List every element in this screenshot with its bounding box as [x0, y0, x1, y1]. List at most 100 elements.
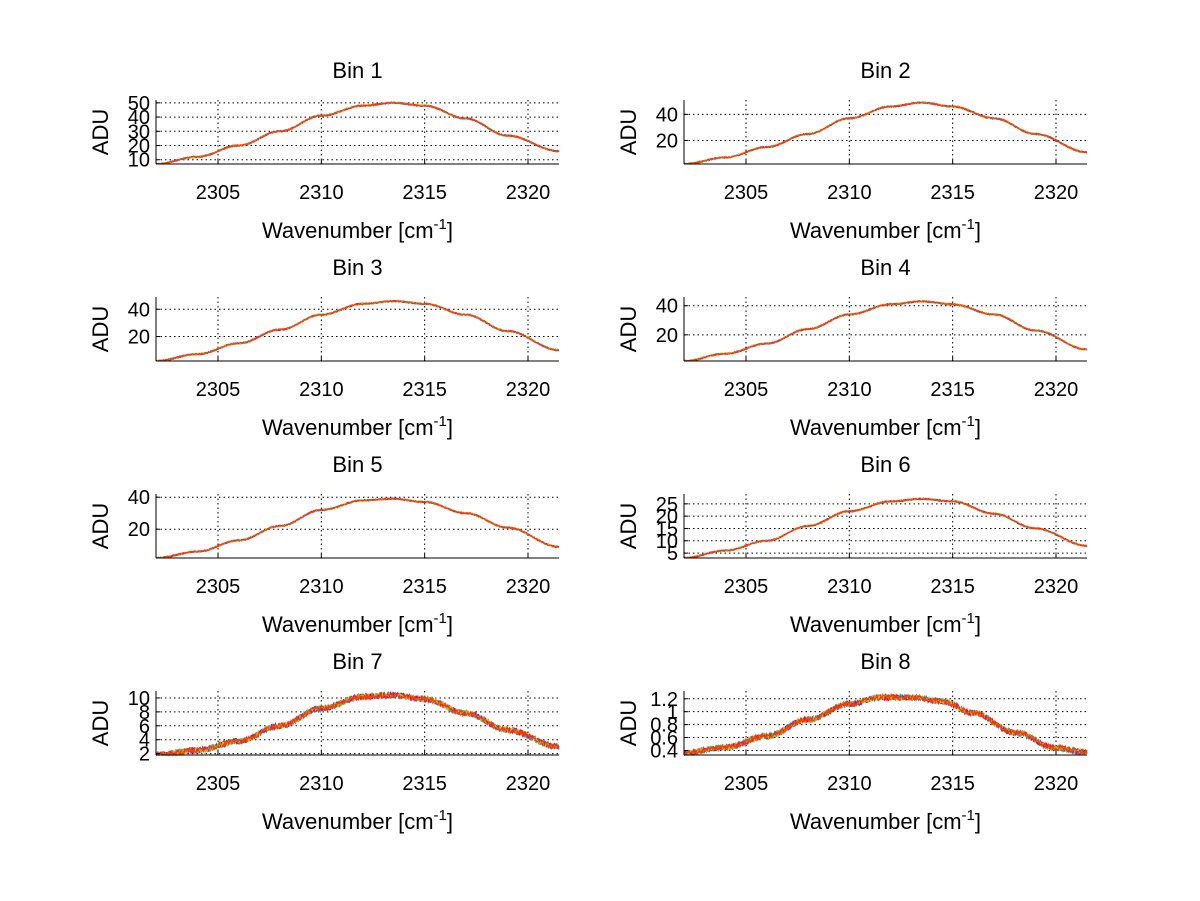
spectrum-line-6: [155, 691, 560, 757]
subplot-title: Bin 2: [860, 58, 910, 83]
subplot-bin-8: Bin 8 2305 2310 2315 2320 0.40.60.811.2 ADU Wav…: [616, 649, 1088, 834]
subplot-bin-5: Bin 5 2305 2310 2315 2320 20 40 ADU Wavenumber […: [88, 452, 560, 637]
y-tick-label: 2: [139, 744, 150, 766]
spectrum-line-6: [683, 101, 1087, 165]
y-axis-label: ADU: [88, 700, 113, 746]
x-tick-label: 2310: [299, 773, 344, 795]
subplot-bin-4: Bin 4 2305 2310 2315 2320 20 40 ADU Wavenumber […: [616, 255, 1088, 440]
y-tick-label: 15: [656, 518, 678, 540]
y-tick-label: 20: [128, 519, 150, 541]
x-tick-label: 2320: [1034, 576, 1079, 598]
y-tick-label: 25: [656, 494, 678, 516]
x-tick-label: 2310: [827, 576, 872, 598]
y-tick-label: 40: [656, 104, 678, 126]
spectrum-line-6: [684, 300, 1088, 362]
subplot-title: Bin 5: [332, 452, 382, 477]
y-tick-label: 20: [128, 136, 150, 158]
subplot-bin-3: Bin 3 2305 2310 2315 2320 20 40 ADU Wavenumber […: [88, 255, 560, 440]
y-tick-label: 0.8: [650, 715, 678, 737]
x-tick-label: 2310: [827, 182, 872, 204]
x-tick-label: 2315: [402, 182, 447, 204]
subplot-title: Bin 6: [860, 452, 910, 477]
y-tick-label: 40: [656, 296, 678, 318]
spectrum-line-5: [683, 101, 1088, 165]
x-tick-label: 2320: [506, 773, 551, 795]
subplot-title: Bin 3: [332, 255, 382, 280]
x-axis-label-sup: -1: [962, 413, 975, 430]
y-tick-label: 30: [128, 121, 150, 143]
x-axis-label-close: ]: [447, 612, 453, 637]
spectrum-line-6: [156, 299, 560, 362]
x-axis-label-main: Wavenumber [cm: [262, 218, 434, 243]
x-tick-label: 2310: [299, 182, 344, 204]
y-tick-label: 20: [656, 130, 678, 152]
subplot-title: Bin 8: [860, 649, 910, 674]
x-axis-label-main: Wavenumber [cm: [262, 612, 434, 637]
y-tick-label: 5: [667, 543, 678, 565]
x-axis-label-sup: -1: [434, 216, 447, 233]
x-axis-label-close: ]: [975, 218, 981, 243]
x-axis-label-close: ]: [447, 809, 453, 834]
x-tick-label: 2305: [196, 576, 241, 598]
x-axis-label-sup: -1: [962, 610, 975, 627]
y-tick-label: 40: [128, 487, 150, 509]
spectrum-line-6: [155, 497, 560, 559]
y-tick-label: 20: [656, 325, 678, 347]
x-tick-label: 2310: [827, 773, 872, 795]
y-tick-label: 20: [128, 326, 150, 348]
y-tick-label: 40: [128, 107, 150, 129]
x-axis-label: Wavenumber [cm-1]: [790, 807, 981, 834]
y-tick-label: 10: [128, 150, 150, 172]
y-tick-label: 8: [139, 702, 150, 724]
x-axis-label-main: Wavenumber [cm: [262, 809, 434, 834]
x-axis-label: Wavenumber [cm-1]: [262, 216, 453, 243]
x-tick-label: 2305: [724, 182, 769, 204]
x-tick-label: 2310: [299, 576, 344, 598]
x-axis-label-sup: -1: [434, 413, 447, 430]
y-axis-label: ADU: [616, 306, 641, 352]
x-axis-label: Wavenumber [cm-1]: [790, 610, 981, 637]
x-axis-label: Wavenumber [cm-1]: [262, 413, 453, 440]
x-tick-label: 2305: [196, 182, 241, 204]
x-axis-label-close: ]: [447, 415, 453, 440]
subplot-title: Bin 7: [332, 649, 382, 674]
y-axis-label: ADU: [88, 109, 113, 155]
x-tick-label: 2320: [506, 379, 551, 401]
x-tick-label: 2320: [1034, 773, 1079, 795]
y-tick-label: 20: [656, 506, 678, 528]
x-tick-label: 2305: [196, 773, 241, 795]
x-axis-label-sup: -1: [962, 807, 975, 824]
x-axis-label-sup: -1: [962, 216, 975, 233]
spectrum-line-6: [683, 693, 1088, 756]
x-tick-label: 2315: [930, 576, 975, 598]
x-axis-label-close: ]: [975, 612, 981, 637]
x-axis-label-main: Wavenumber [cm: [790, 809, 962, 834]
x-tick-label: 2305: [724, 773, 769, 795]
x-tick-label: 2315: [930, 379, 975, 401]
y-tick-label: 0.6: [650, 728, 678, 750]
x-axis-label-close: ]: [447, 218, 453, 243]
y-tick-label: 40: [128, 299, 150, 321]
x-axis-label: Wavenumber [cm-1]: [790, 413, 981, 440]
x-axis-label-main: Wavenumber [cm: [790, 415, 962, 440]
x-tick-label: 2310: [299, 379, 344, 401]
x-axis-label: Wavenumber [cm-1]: [262, 807, 453, 834]
subplot-title: Bin 1: [332, 58, 382, 83]
y-axis-label: ADU: [88, 306, 113, 352]
x-axis-label-main: Wavenumber [cm: [262, 415, 434, 440]
x-tick-label: 2320: [506, 576, 551, 598]
x-axis-label-sup: -1: [434, 807, 447, 824]
spectrum-line-6: [155, 101, 560, 165]
y-tick-label: 0.4: [650, 740, 678, 762]
y-axis-label: ADU: [616, 109, 641, 155]
x-axis-label-sup: -1: [434, 610, 447, 627]
x-tick-label: 2315: [930, 773, 975, 795]
x-axis-label: Wavenumber [cm-1]: [790, 216, 981, 243]
x-axis-label-main: Wavenumber [cm: [790, 218, 962, 243]
x-tick-label: 2320: [1034, 379, 1079, 401]
